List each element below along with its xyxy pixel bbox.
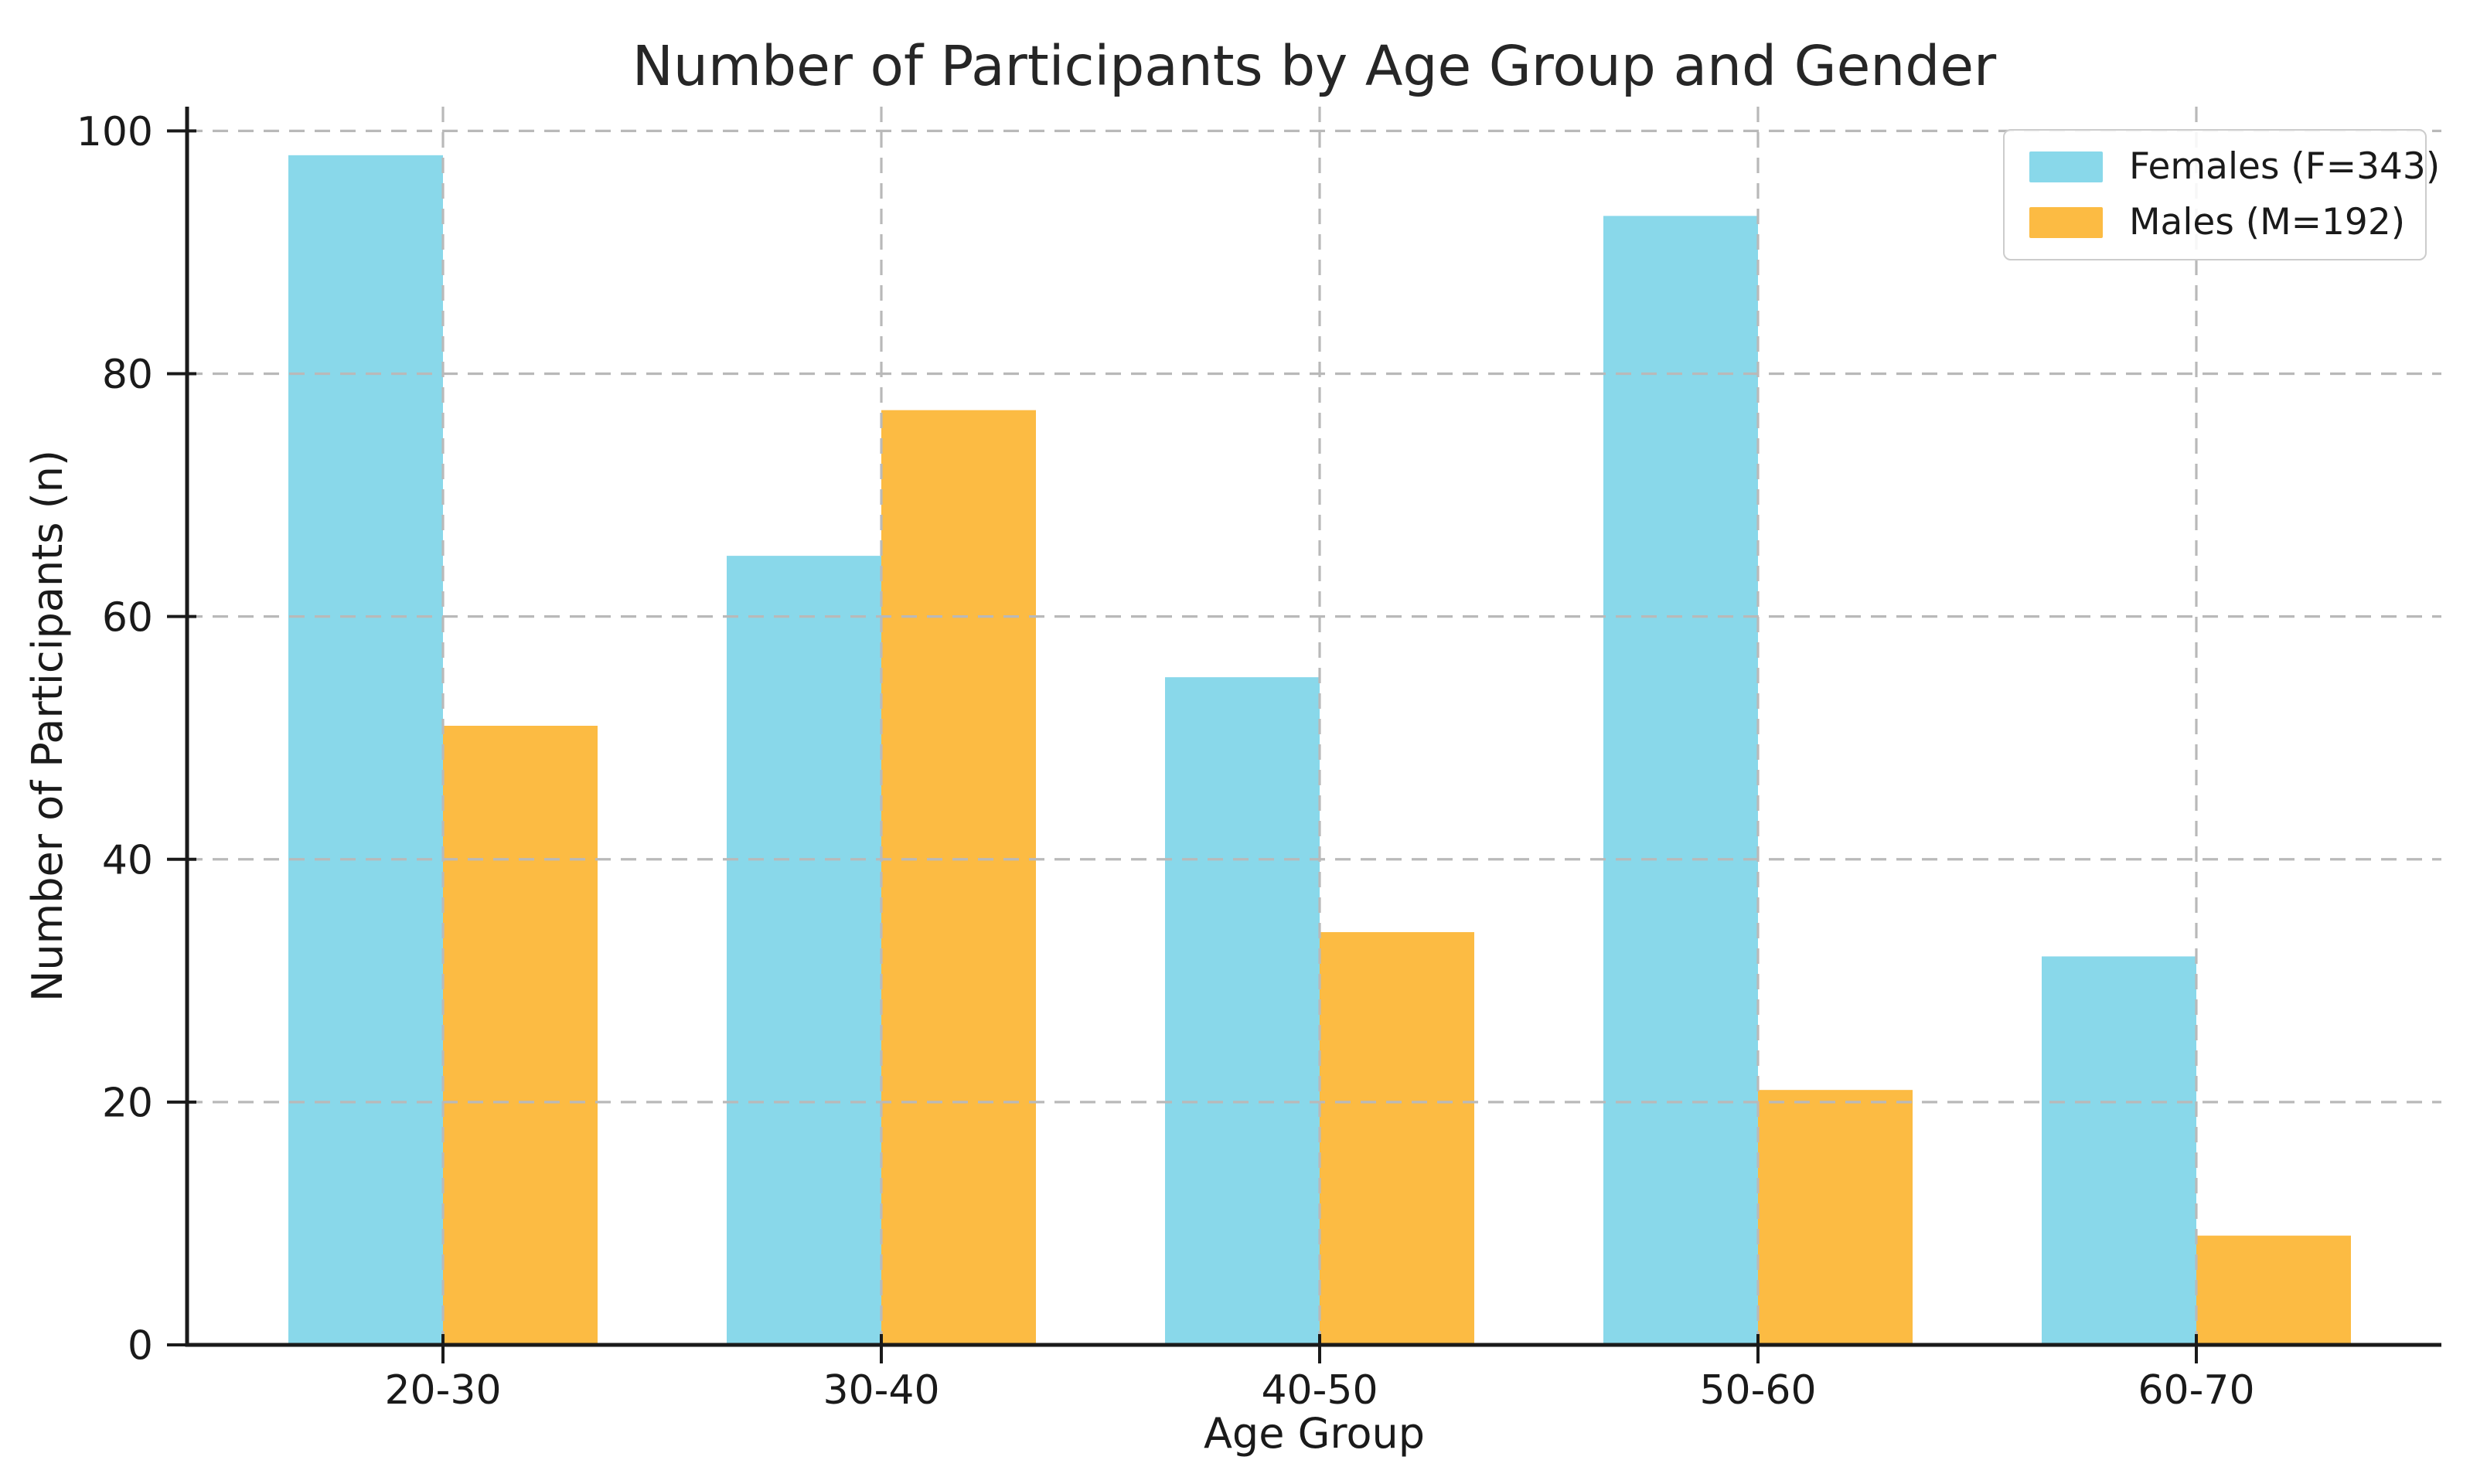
legend-label-males: Males (M=192) — [2129, 201, 2406, 243]
bar-males-50-60 — [1758, 1090, 1913, 1345]
bar-males-30-40 — [881, 410, 1036, 1346]
y-tick-label-20: 20 — [102, 1081, 153, 1127]
bar-females-20-30 — [288, 155, 443, 1346]
chart-title: Number of Participants by Age Group and … — [632, 34, 1997, 98]
legend-label-females: Females (F=343) — [2129, 145, 2441, 188]
y-tick-label-60: 60 — [102, 594, 153, 641]
bar-males-60-70 — [2196, 1235, 2351, 1345]
bar-males-20-30 — [443, 726, 598, 1345]
legend-item-males: Males (M=192) — [2029, 203, 2425, 243]
legend: Females (F=343) Males (M=192) — [2003, 129, 2440, 260]
bar-females-40-50 — [1165, 677, 1320, 1345]
x-tick-label-20-30: 20-30 — [384, 1367, 501, 1414]
bar-females-60-70 — [2042, 956, 2196, 1345]
x-axis-label: Age Group — [1203, 1409, 1425, 1458]
x-tick-label-40-50: 40-50 — [1261, 1367, 1378, 1414]
y-tick-label-40: 40 — [102, 837, 153, 883]
y-tick-label-0: 0 — [128, 1323, 153, 1370]
y-axis-label: Number of Participants (n) — [23, 449, 72, 1002]
x-tick-label-60-70: 60-70 — [2138, 1367, 2254, 1414]
legend-item-females: Females (F=343) — [2029, 147, 2440, 187]
bar-females-30-40 — [727, 556, 881, 1345]
y-tick-label-100: 100 — [77, 109, 153, 155]
y-tick-label-80: 80 — [102, 352, 153, 398]
bar-females-50-60 — [1603, 216, 1758, 1346]
males-color-swatch — [2029, 207, 2103, 238]
females-color-swatch — [2029, 151, 2103, 182]
bar-males-40-50 — [1320, 932, 1474, 1345]
x-tick-label-30-40: 30-40 — [823, 1367, 939, 1414]
x-tick-label-50-60: 50-60 — [1699, 1367, 1816, 1414]
